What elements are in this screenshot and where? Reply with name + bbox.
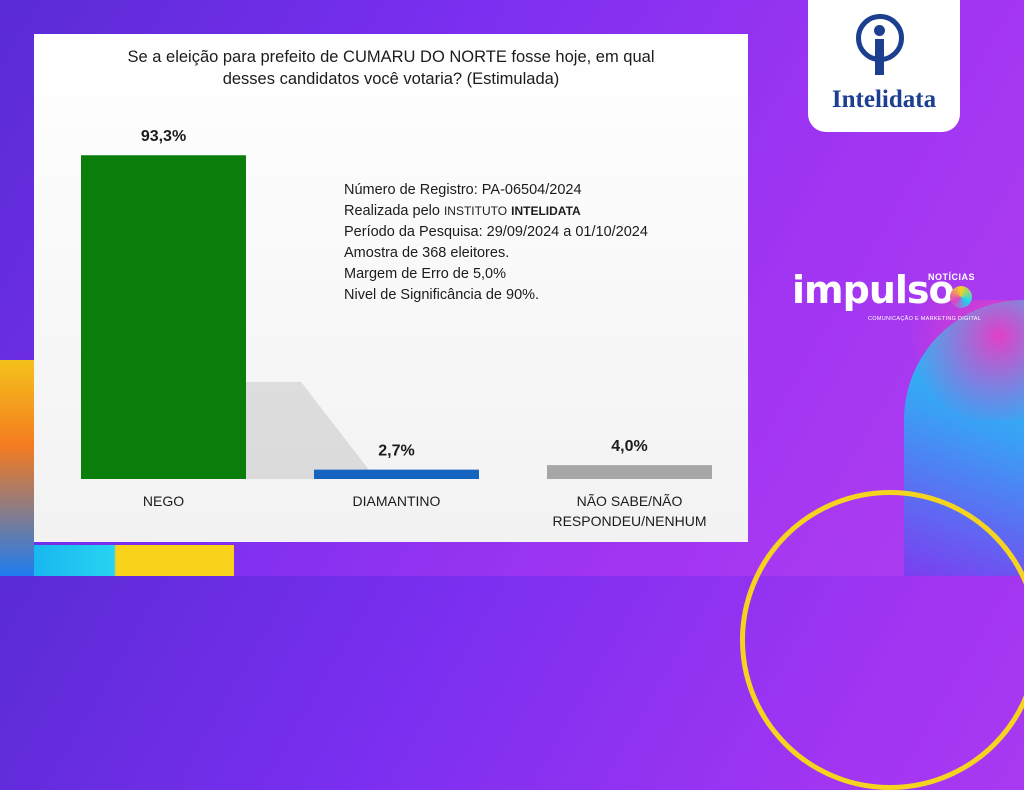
bar-2 <box>547 465 712 479</box>
impulso-logo: impulso NOTÍCIAS COMUNICAÇÃO E MARKETING… <box>792 268 992 328</box>
category-label-2-0: NÃO SABE/NÃO <box>577 493 683 509</box>
chart-panel: Se a eleição para prefeito de CUMARU DO … <box>34 34 748 542</box>
category-label-2-1: RESPONDEU/NENHUM <box>552 513 706 529</box>
info-significancia: Nivel de Significância de 90%. <box>344 287 540 303</box>
chart-title: Se a eleição para prefeito de CUMARU DO … <box>34 46 748 90</box>
info-icon-bar <box>875 39 884 75</box>
chart-title-line-2: desses candidatos você votaria? (Estimul… <box>222 70 560 88</box>
info-periodo: Período da Pesquisa: 29/09/2024 a 01/10/… <box>344 224 648 240</box>
category-label-0-0: NEGO <box>143 493 184 509</box>
info-registro: Número de Registro: PA-06504/2024 <box>344 182 582 198</box>
bar-shadow <box>246 381 376 479</box>
info-realizada-prefix: Realizada pelo <box>344 203 440 219</box>
decor-pink-glow <box>900 300 1024 420</box>
impulso-noticias: NOTÍCIAS <box>928 272 976 282</box>
info-instituto-nome: INTELIDATA <box>511 204 581 218</box>
info-icon-dot <box>874 25 885 36</box>
info-realizada: Realizada pelo INSTITUTO INTELIDATA <box>344 201 648 222</box>
info-margem: Margem de Erro de 5,0% <box>344 266 506 282</box>
category-label-1-0: DIAMANTINO <box>353 493 441 509</box>
decor-yellow-arc <box>740 490 1024 790</box>
bar-chart: 93,3% NEGO 2,7% DIAMANTINO 4,0% NÃO SABE/NÃO R… <box>81 128 712 529</box>
impulso-word: impulso <box>792 268 955 312</box>
data-label-0: 93,3% <box>141 128 186 145</box>
intelidata-logo: Intelidata <box>808 0 960 132</box>
bar-1 <box>314 469 479 479</box>
decor-left-strip <box>0 360 34 576</box>
impulso-o-icon <box>950 286 972 308</box>
data-label-1: 2,7% <box>378 443 414 460</box>
data-label-2: 4,0% <box>611 438 647 455</box>
impulso-subtitle: COMUNICAÇÃO E MARKETING DIGITAL <box>868 316 982 322</box>
logo-text: Intelidata <box>831 86 937 113</box>
bar-0 <box>81 155 246 479</box>
survey-info: Número de Registro: PA-06504/2024 Realiz… <box>344 180 648 306</box>
info-amostra: Amostra de 368 eleitores. <box>344 245 510 261</box>
info-instituto: INSTITUTO <box>443 204 508 218</box>
chart-title-line-1: Se a eleição para prefeito de CUMARU DO … <box>127 48 655 66</box>
decor-bottom-strip <box>34 545 234 576</box>
